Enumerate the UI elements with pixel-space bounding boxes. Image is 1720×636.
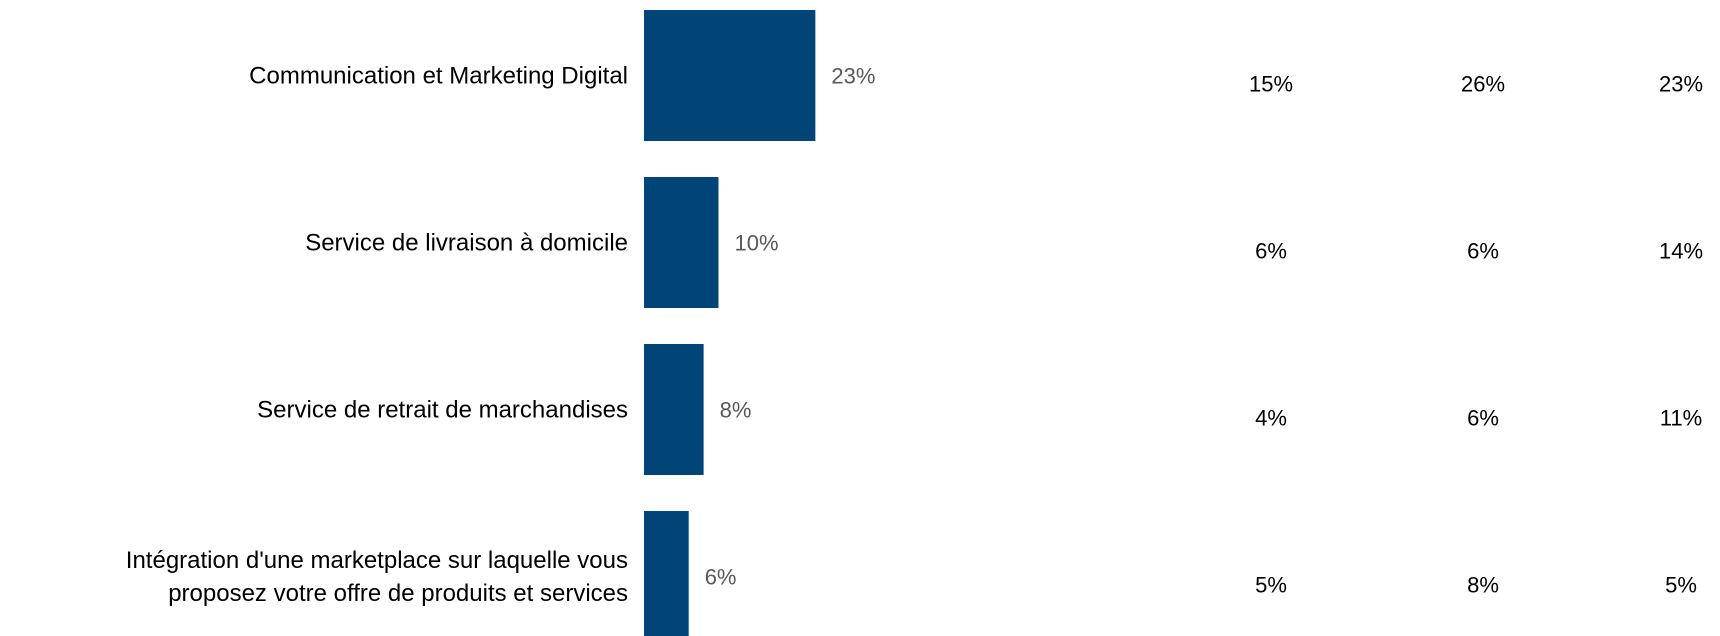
value-label-2: 8% — [720, 398, 752, 423]
category-label-2: Service de retrait de marchandises — [257, 397, 628, 424]
category-label-line: Communication et Marketing Digital — [249, 63, 628, 90]
column-0-value-3: 5% — [1255, 573, 1287, 598]
column-2-value-3: 5% — [1665, 573, 1697, 598]
category-label-0: Communication et Marketing Digital — [249, 63, 628, 90]
column-1-value-1: 6% — [1467, 239, 1499, 264]
bar-3 — [644, 511, 689, 636]
value-label-0: 23% — [831, 64, 875, 89]
column-2-value-2: 11% — [1660, 406, 1702, 431]
category-label-line: Service de retrait de marchandises — [257, 397, 628, 424]
column-0-value-2: 4% — [1255, 406, 1287, 431]
category-label-3: Intégration d'une marketplace sur laquel… — [126, 547, 628, 607]
column-2-value-1: 14% — [1659, 239, 1703, 264]
category-label-line: Intégration d'une marketplace sur laquel… — [126, 547, 628, 574]
column-1-value-2: 6% — [1467, 406, 1499, 431]
column-1-value-0: 26% — [1461, 72, 1505, 97]
column-0-value-0: 15% — [1249, 72, 1293, 97]
category-label-1: Service de livraison à domicile — [305, 230, 628, 257]
value-label-1: 10% — [735, 231, 779, 256]
category-label-line: Service de livraison à domicile — [305, 230, 628, 257]
column-0-value-1: 6% — [1255, 239, 1287, 264]
bar-1 — [644, 177, 719, 308]
category-label-line: proposez votre offre de produits et serv… — [168, 580, 628, 607]
bar-2 — [644, 344, 704, 475]
column-2-value-0: 23% — [1659, 72, 1703, 97]
column-1-value-3: 8% — [1467, 573, 1499, 598]
value-label-3: 6% — [705, 565, 737, 590]
bar-0 — [644, 10, 816, 141]
